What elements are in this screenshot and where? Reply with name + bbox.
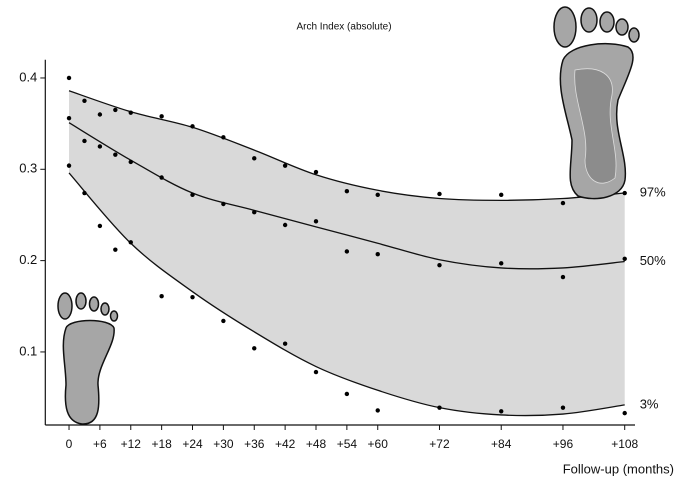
observation-point <box>499 261 503 265</box>
observation-point <box>67 76 71 80</box>
toe <box>101 303 109 315</box>
observation-point <box>437 405 441 409</box>
observation-point <box>252 156 256 160</box>
x-tick-label: +24 <box>182 437 203 451</box>
observation-point <box>159 175 163 179</box>
series-label: 97% <box>640 184 666 199</box>
observation-point <box>113 152 117 156</box>
toe <box>554 7 576 47</box>
observation-point <box>221 135 225 139</box>
y-tick-label: 0.2 <box>19 252 37 267</box>
observation-point <box>113 247 117 251</box>
x-tick-label: +42 <box>275 437 296 451</box>
sole <box>63 321 114 425</box>
x-tick-label: +60 <box>368 437 389 451</box>
observation-point <box>82 139 86 143</box>
plot-area <box>40 60 635 430</box>
toe <box>629 28 639 42</box>
toe <box>111 311 118 321</box>
observation-point <box>314 370 318 374</box>
observation-point <box>98 224 102 228</box>
observation-point <box>376 193 380 197</box>
y-tick-label: 0.4 <box>19 69 37 84</box>
x-tick-label: +6 <box>93 437 107 451</box>
foot-large <box>554 7 639 199</box>
observation-point <box>129 110 133 114</box>
observation-point <box>159 294 163 298</box>
observation-point <box>499 409 503 413</box>
x-tick-label: +48 <box>306 437 327 451</box>
observation-point <box>561 201 565 205</box>
observation-point <box>129 160 133 164</box>
toe <box>76 293 86 309</box>
y-tick-label: 0.1 <box>19 343 37 358</box>
observation-point <box>113 108 117 112</box>
x-axis-label: Follow-up (months) <box>563 461 674 476</box>
observation-point <box>499 193 503 197</box>
x-tick-label: +30 <box>213 437 234 451</box>
toe <box>90 297 99 311</box>
toe <box>616 19 628 35</box>
toe <box>581 8 597 32</box>
observation-point <box>376 408 380 412</box>
observation-point <box>221 319 225 323</box>
x-tick-label: +12 <box>121 437 142 451</box>
observation-point <box>623 257 627 261</box>
chart: Arch Index (absolute) Follow-up (months)… <box>0 0 687 483</box>
observation-point <box>82 99 86 103</box>
observation-point <box>159 114 163 118</box>
chart-title: Arch Index (absolute) <box>296 22 391 33</box>
series-label: 50% <box>640 253 666 268</box>
observation-point <box>221 202 225 206</box>
observation-point <box>561 405 565 409</box>
observation-point <box>67 116 71 120</box>
observation-point <box>252 210 256 214</box>
observation-point <box>314 170 318 174</box>
observation-point <box>190 193 194 197</box>
x-tick-label: +108 <box>611 437 638 451</box>
x-tick-label: +72 <box>429 437 450 451</box>
observation-point <box>561 275 565 279</box>
observation-point <box>437 263 441 267</box>
observation-point <box>98 144 102 148</box>
observation-point <box>67 163 71 167</box>
foot-small <box>58 293 118 424</box>
observation-point <box>129 240 133 244</box>
observation-point <box>82 191 86 195</box>
observation-point <box>345 189 349 193</box>
x-tick-label: +84 <box>491 437 512 451</box>
observation-point <box>437 192 441 196</box>
observation-point <box>283 163 287 167</box>
observation-point <box>376 252 380 256</box>
observation-point <box>190 295 194 299</box>
x-tick-label: +36 <box>244 437 265 451</box>
x-tick-label: +96 <box>553 437 574 451</box>
observation-point <box>252 346 256 350</box>
x-tick-label: 0 <box>66 437 73 451</box>
observation-point <box>623 191 627 195</box>
observation-point <box>98 112 102 116</box>
observation-point <box>314 219 318 223</box>
toe <box>58 293 72 319</box>
series-label: 3% <box>640 396 659 411</box>
observation-point <box>345 392 349 396</box>
y-tick-label: 0.3 <box>19 161 37 176</box>
x-tick-label: +18 <box>151 437 172 451</box>
observation-point <box>190 124 194 128</box>
observation-point <box>283 223 287 227</box>
observation-point <box>345 249 349 253</box>
observation-point <box>283 342 287 346</box>
x-tick-label: +54 <box>337 437 358 451</box>
toe <box>600 12 614 32</box>
observation-point <box>623 411 627 415</box>
